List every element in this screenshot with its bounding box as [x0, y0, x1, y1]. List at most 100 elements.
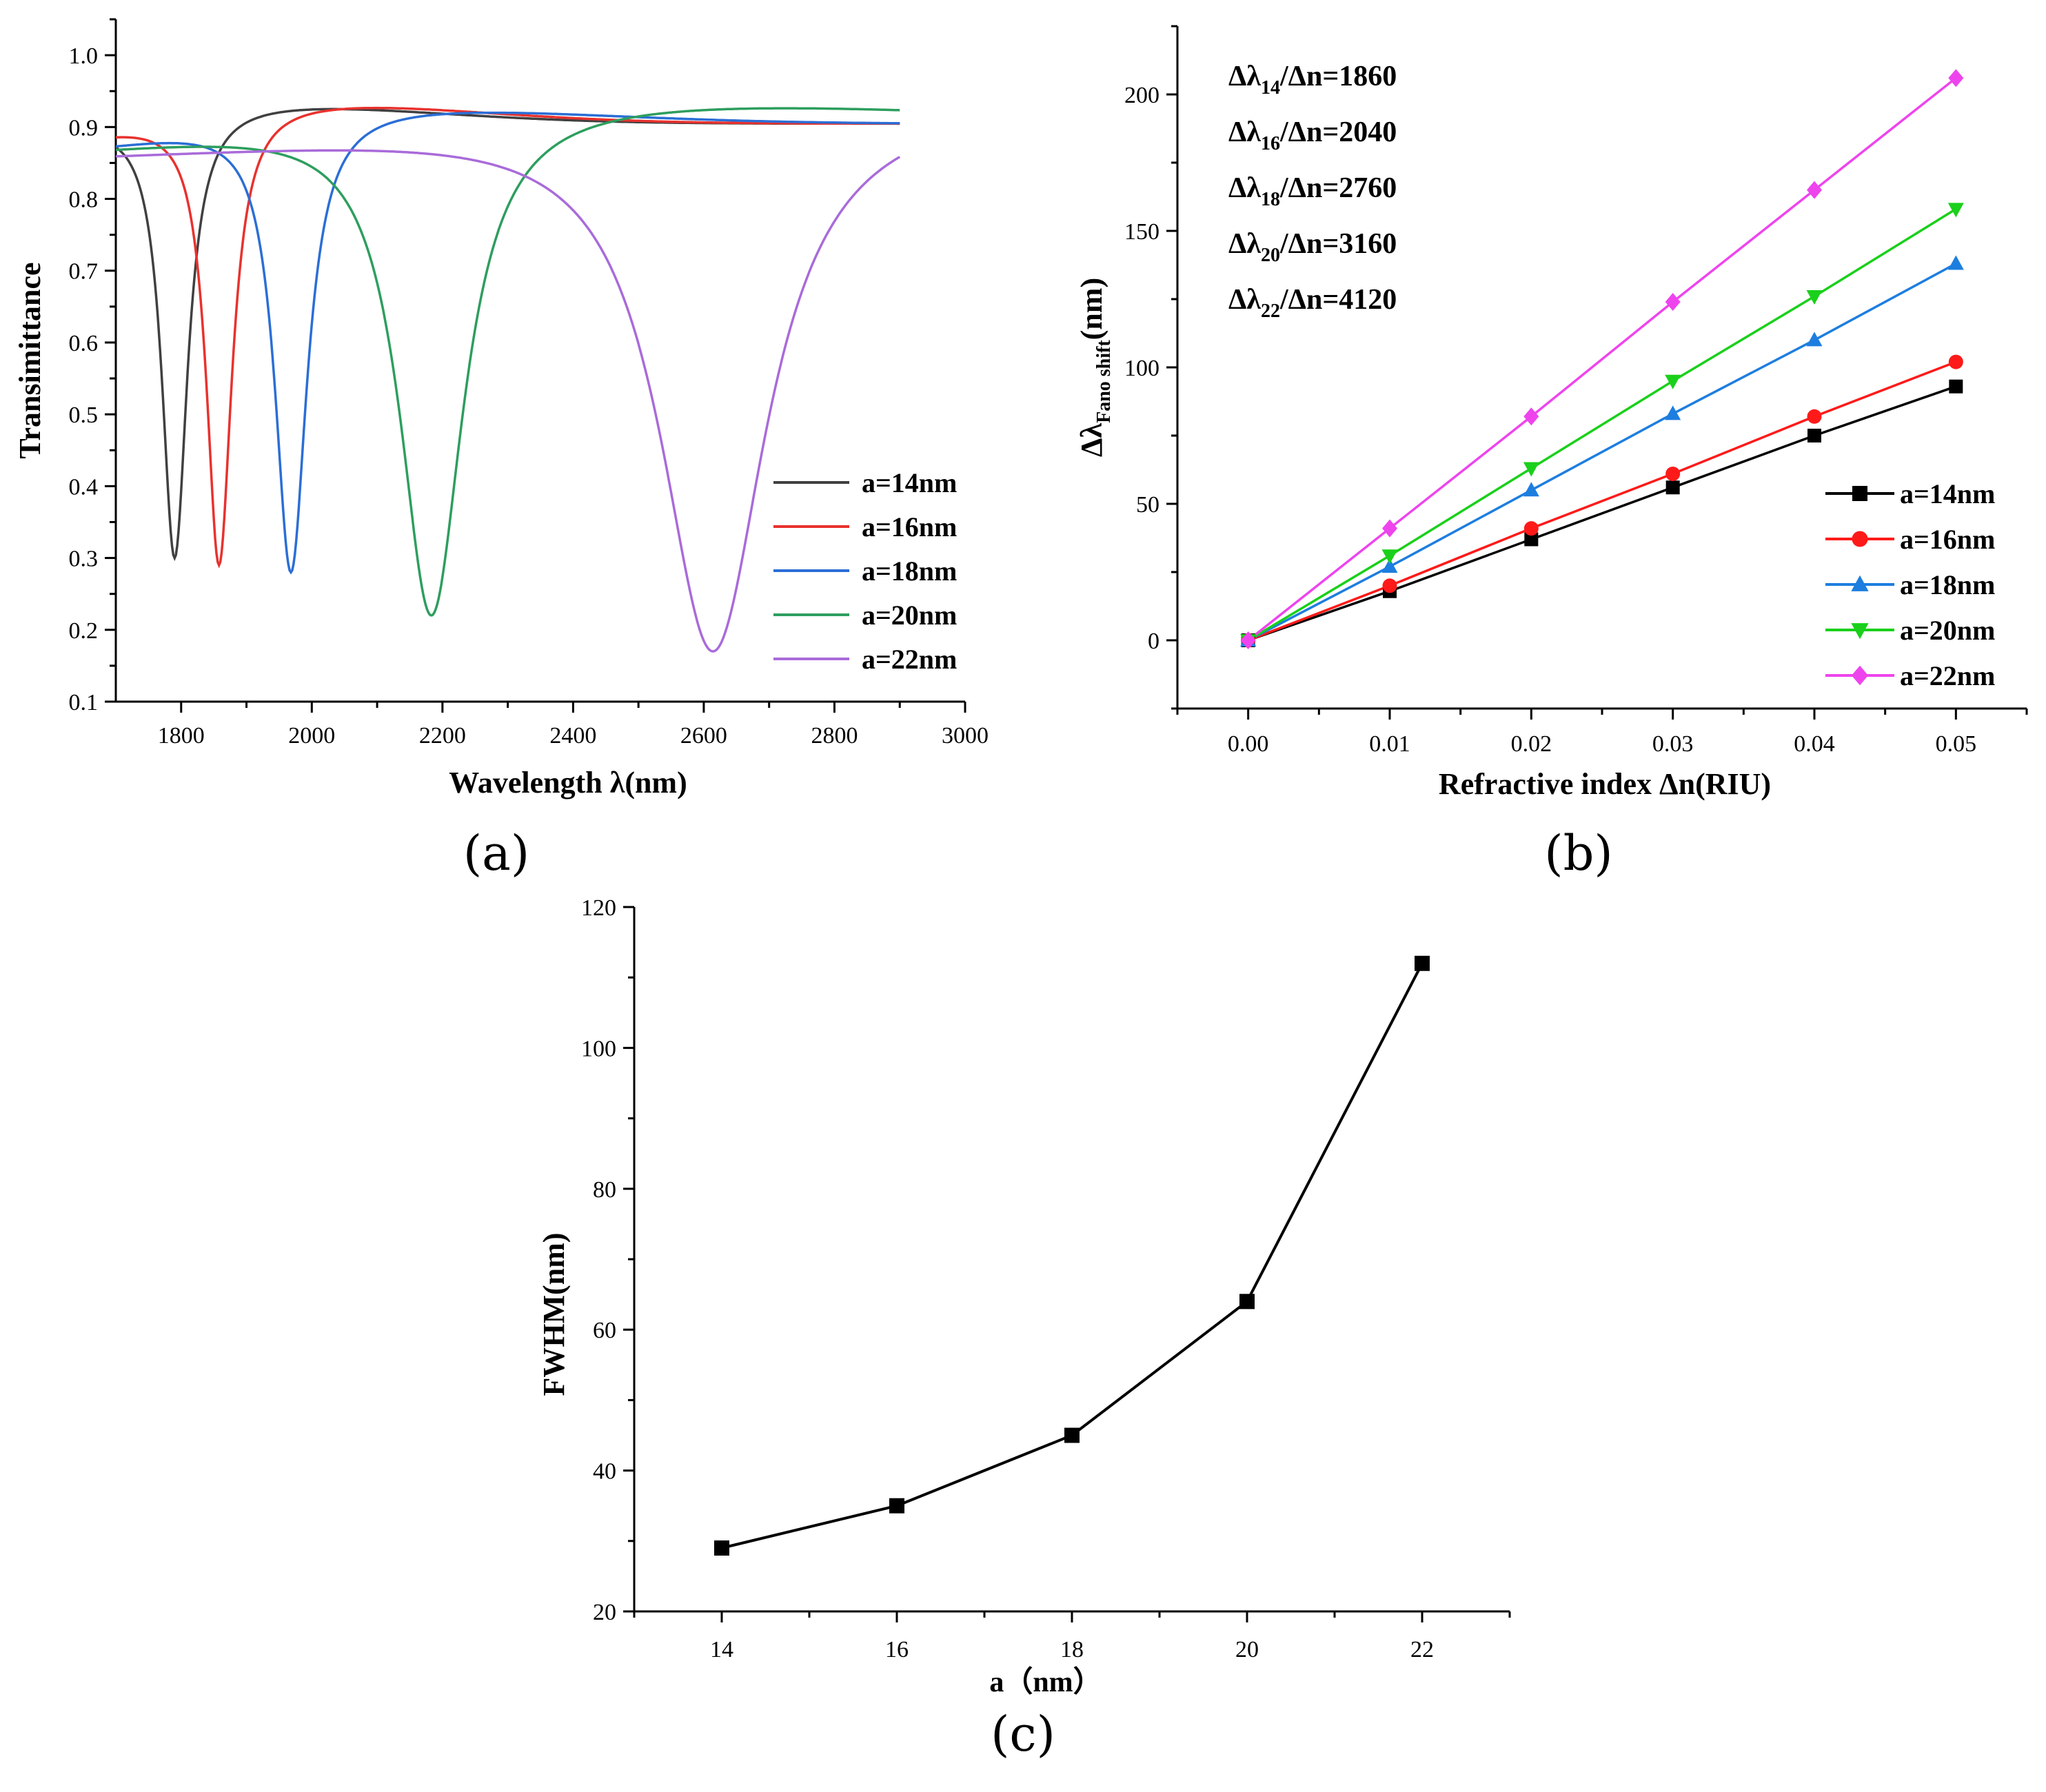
panel-b-data-point: [1382, 519, 1397, 538]
panel-b-x-axis-label: Refractive index Δn(RIU): [1439, 767, 1771, 801]
panel-a-y-axis-label: Transimittance: [13, 262, 47, 458]
panel-b-data-point: [1665, 480, 1680, 495]
panel-b-x-tick-label: 0.04: [1794, 731, 1835, 757]
panel-b-series-line: [1248, 360, 1956, 642]
panel-b-series-line: [1247, 77, 1957, 642]
panel-c-chart: 14 16 18 20 22 20 40 60 80 100 120 a（nm） FWHM(nm): [537, 895, 1511, 1698]
panel-a-chart: 1800 2000 2200 2400 2600 2800 3000 0.1 0.2 0.3 0.4…: [13, 18, 989, 800]
panel-b-y-axis-label: ΔλFano shift(nm): [1075, 278, 1115, 457]
panel-b-y-axis-label-main: Δλ: [1075, 423, 1108, 458]
panel-b-data-point: [1523, 407, 1539, 426]
panel-c-x-tick-label: 20: [1235, 1637, 1259, 1662]
panel-b-data-point: [1806, 332, 1823, 347]
panel-a-y-tick-label: 0.6: [69, 331, 99, 356]
panel-c-series-line: [721, 962, 1424, 1549]
panel-a-x-tick-label: 2600: [680, 723, 727, 749]
panel-a-x-tick-label: 2400: [549, 723, 596, 749]
panel-b-annotation: Δλ14/Δn=1860: [1228, 61, 1397, 99]
panel-b-x-tick-label: 0.03: [1652, 731, 1694, 757]
panel-a-x-axis-label: Wavelength λ(nm): [449, 766, 687, 800]
panel-b-annotation-sub: 22: [1261, 301, 1280, 322]
panel-b-data-point: [1665, 292, 1681, 311]
panel-b-data-point: [1523, 462, 1539, 477]
panel-c-data-point: [1415, 955, 1430, 971]
panel-b-data-point: [1948, 354, 1963, 369]
panel-c-data-point: [714, 1540, 729, 1556]
panel-b-data-point: [1948, 69, 1964, 88]
panel-b-annotation-post: /Δn=4120: [1279, 284, 1397, 316]
panel-b-annotation-pre: Δλ: [1228, 284, 1261, 316]
panel-b-chart: 0.00 0.01 0.02 0.03 0.04 0.05 0 50 100 150 200 Refr…: [1075, 25, 2028, 801]
panel-b-data-point: [1382, 578, 1397, 593]
panel-b-series-line: [1247, 207, 1957, 642]
panel-c-y-tick-label: 120: [581, 895, 616, 921]
panel-c-x-tick-label: 16: [885, 1637, 909, 1662]
panel-b-y-tick-label: 150: [1124, 219, 1159, 245]
panel-b-series-line: [1247, 262, 1957, 642]
panel-b-legend-label: a=14nm: [1900, 478, 1995, 509]
panel-b-annotation-pre: Δλ: [1228, 61, 1261, 92]
panel-c-data-point: [1239, 1294, 1255, 1310]
panel-a-series-line: [116, 106, 900, 569]
panel-b-y-tick-label: 100: [1124, 356, 1159, 381]
panel-a-label: (a): [463, 825, 529, 882]
panel-c-y-tick-label: 60: [593, 1318, 616, 1343]
panel-a-y-tick-label: 0.8: [69, 187, 99, 213]
panel-b-annotation-pre: Δλ: [1228, 116, 1261, 148]
panel-b-legend-label: a=22nm: [1900, 660, 1995, 691]
panel-a-y-tick-label: 1.0: [69, 43, 99, 69]
panel-b-legend-marker: [1851, 665, 1869, 686]
panel-b-y-tick-label: 200: [1124, 83, 1159, 108]
panel-b-y-axis-label-tail: (nm): [1075, 278, 1108, 340]
panel-b-y-tick-label: 0: [1148, 629, 1159, 654]
panel-a-x-tick-label: 2000: [288, 723, 335, 749]
panel-b-x-tick-label: 0.01: [1369, 731, 1410, 757]
panel-c-y-tick-label: 100: [581, 1036, 616, 1061]
panel-b-legend-marker: [1852, 531, 1868, 547]
panel-b-data-point: [1665, 466, 1681, 481]
panel-c-data-point: [1064, 1427, 1080, 1443]
panel-b-legend-label: a=20nm: [1900, 615, 1995, 646]
panel-b-annotation: Δλ16/Δn=2040: [1228, 116, 1397, 154]
panel-b-data-point: [1949, 379, 1963, 394]
panel-c-x-tick-label: 22: [1410, 1637, 1434, 1662]
panel-b-data-point: [1665, 405, 1681, 420]
panel-b-annotation-pre: Δλ: [1228, 172, 1261, 204]
panel-b-data-point: [1381, 549, 1398, 564]
panel-a-x-tick-label: 2200: [419, 723, 466, 749]
panel-b-annotation-post: /Δn=2040: [1279, 116, 1397, 148]
panel-c-x-axis-label: a（nm）: [989, 1666, 1102, 1698]
panel-a-y-tick-label: 0.3: [69, 547, 99, 572]
panel-b-data-point: [1807, 409, 1822, 424]
panel-b-annotation: Δλ20/Δn=3160: [1228, 228, 1397, 266]
panel-b-annotation-sub: 20: [1261, 245, 1280, 266]
panel-b-data-point: [1947, 255, 1964, 270]
panel-a-y-tick-label: 0.4: [69, 474, 99, 500]
panel-b-x-tick-label: 0.02: [1511, 731, 1552, 757]
panel-b-data-point: [1523, 482, 1539, 497]
panel-b-annotation-sub: 18: [1261, 189, 1280, 210]
panel-b-annotation-pre: Δλ: [1228, 228, 1261, 260]
panel-c-y-tick-label: 80: [593, 1177, 616, 1203]
panel-b-x-tick-label: 0.00: [1228, 731, 1269, 757]
panel-c-data-point: [889, 1498, 904, 1514]
panel-c-y-tick-label: 40: [593, 1459, 616, 1485]
panel-b-y-axis-label-sub: Fano shift: [1093, 340, 1115, 423]
panel-a-y-tick-label: 0.5: [69, 403, 99, 428]
panel-b-legend-label: a=16nm: [1900, 524, 1995, 555]
panel-a-series-line: [116, 107, 900, 617]
panel-b-data-point: [1240, 631, 1256, 649]
panel-b-data-point: [1524, 532, 1539, 547]
panel-a-x-tick-label: 1800: [158, 723, 205, 749]
panel-b-legend-marker: [1851, 575, 1869, 591]
panel-b-data-point: [1381, 558, 1398, 573]
panel-b-data-point: [1523, 521, 1539, 536]
panel-a-y-tick-label: 0.2: [69, 618, 99, 644]
panel-c-y-axis-label: FWHM(nm): [537, 1232, 571, 1396]
panel-b-legend-marker: [1851, 623, 1869, 640]
panel-a-legend-label: a=14nm: [862, 467, 957, 498]
panel-c-x-tick-label: 14: [710, 1637, 733, 1662]
panel-a-legend-label: a=18nm: [862, 556, 957, 587]
panel-a-x-tick-label: 3000: [942, 723, 989, 749]
